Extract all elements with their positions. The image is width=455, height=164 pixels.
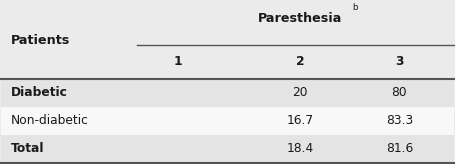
Bar: [1, 1, 454, 45]
Text: Patients: Patients: [10, 34, 70, 47]
Bar: [1, 79, 454, 107]
Text: 1: 1: [173, 55, 182, 68]
Text: 20: 20: [292, 86, 308, 99]
Text: 81.6: 81.6: [386, 142, 413, 155]
Text: b: b: [352, 3, 357, 12]
Bar: [1, 135, 454, 163]
Text: 2: 2: [296, 55, 304, 68]
Text: 83.3: 83.3: [386, 114, 413, 127]
Text: 3: 3: [395, 55, 404, 68]
Text: Total: Total: [10, 142, 44, 155]
Text: 16.7: 16.7: [286, 114, 313, 127]
Text: 80: 80: [392, 86, 407, 99]
Text: Diabetic: Diabetic: [10, 86, 67, 99]
Bar: [1, 107, 454, 135]
Text: 18.4: 18.4: [286, 142, 313, 155]
Text: Paresthesia: Paresthesia: [258, 12, 342, 25]
Text: Non-diabetic: Non-diabetic: [10, 114, 88, 127]
